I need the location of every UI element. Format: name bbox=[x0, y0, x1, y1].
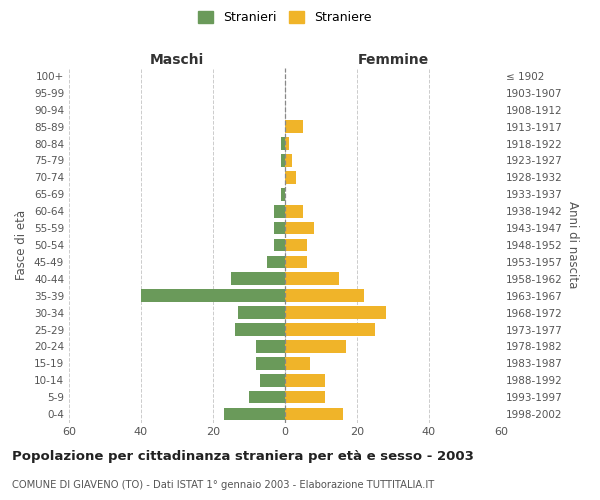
Bar bbox=[281, 188, 285, 200]
Bar bbox=[267, 256, 285, 268]
Bar bbox=[260, 374, 285, 386]
Bar bbox=[285, 391, 325, 404]
Bar bbox=[256, 357, 285, 370]
Bar bbox=[281, 137, 285, 150]
Bar bbox=[285, 272, 339, 285]
Bar bbox=[235, 323, 285, 336]
Bar bbox=[285, 137, 289, 150]
Bar bbox=[285, 340, 346, 353]
Bar bbox=[274, 222, 285, 234]
Text: Femmine: Femmine bbox=[358, 54, 428, 68]
Bar bbox=[285, 290, 364, 302]
Bar bbox=[238, 306, 285, 319]
Bar bbox=[285, 238, 307, 252]
Legend: Stranieri, Straniere: Stranieri, Straniere bbox=[193, 6, 377, 29]
Bar bbox=[285, 171, 296, 183]
Bar bbox=[285, 408, 343, 420]
Bar bbox=[281, 154, 285, 167]
Bar bbox=[274, 205, 285, 218]
Bar bbox=[249, 391, 285, 404]
Text: COMUNE DI GIAVENO (TO) - Dati ISTAT 1° gennaio 2003 - Elaborazione TUTTITALIA.IT: COMUNE DI GIAVENO (TO) - Dati ISTAT 1° g… bbox=[12, 480, 434, 490]
Bar bbox=[285, 323, 375, 336]
Bar bbox=[285, 357, 310, 370]
Bar bbox=[285, 120, 303, 133]
Bar bbox=[285, 256, 307, 268]
Text: Popolazione per cittadinanza straniera per età e sesso - 2003: Popolazione per cittadinanza straniera p… bbox=[12, 450, 474, 463]
Bar bbox=[285, 222, 314, 234]
Y-axis label: Fasce di età: Fasce di età bbox=[16, 210, 28, 280]
Bar bbox=[231, 272, 285, 285]
Bar bbox=[256, 340, 285, 353]
Bar bbox=[285, 154, 292, 167]
Text: Maschi: Maschi bbox=[150, 54, 204, 68]
Y-axis label: Anni di nascita: Anni di nascita bbox=[566, 202, 579, 288]
Bar bbox=[285, 306, 386, 319]
Bar bbox=[285, 205, 303, 218]
Bar bbox=[141, 290, 285, 302]
Bar bbox=[224, 408, 285, 420]
Bar bbox=[274, 238, 285, 252]
Bar bbox=[285, 374, 325, 386]
